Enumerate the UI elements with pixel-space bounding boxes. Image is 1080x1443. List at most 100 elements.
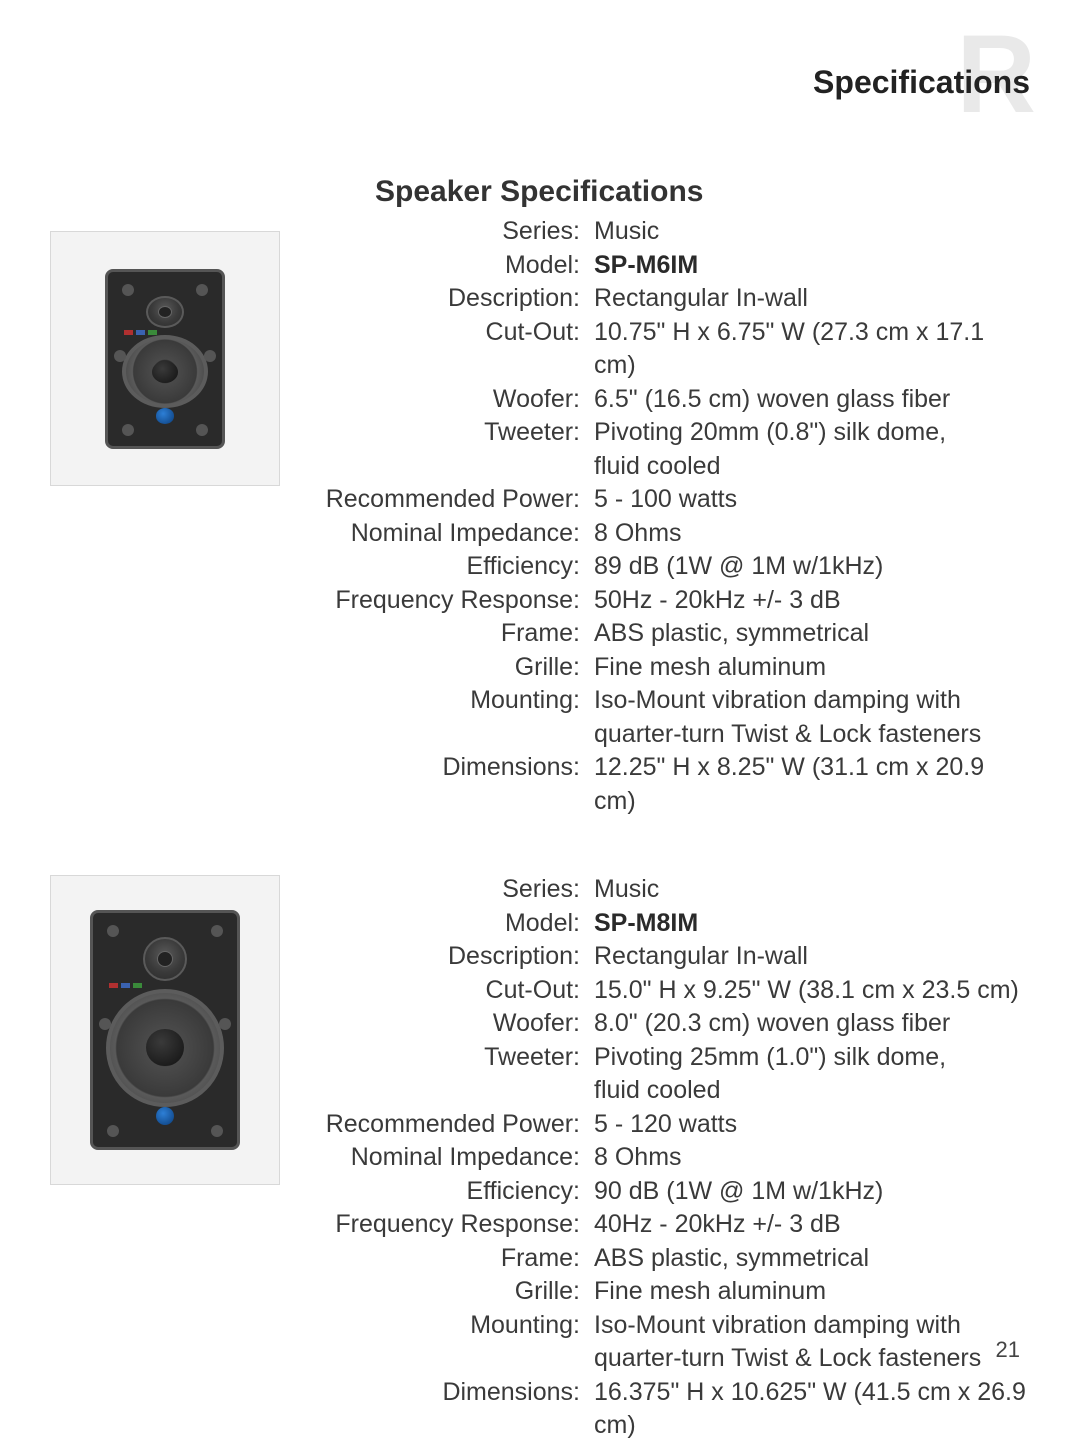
spec-row: Dimensions: 16.375" H x 10.625" W (41.5 … [314,1376,1030,1443]
spec-value: 8.0" (20.3 cm) woven glass fiber [594,1007,1030,1041]
port-icon [156,1107,174,1125]
spec-row: Series: Music [314,215,1030,249]
spec-value: ABS plastic, symmetrical [594,1242,1030,1276]
spec-value: Rectangular In-wall [594,282,1030,316]
spec-row: Efficiency: 89 dB (1W @ 1M w/1kHz) [314,550,1030,584]
spec-label: Cut-Out: [314,316,594,350]
spec-value: Fine mesh aluminum [594,1275,1030,1309]
spec-value: 90 dB (1W @ 1M w/1kHz) [594,1175,1030,1209]
spec-row: Efficiency: 90 dB (1W @ 1M w/1kHz) [314,1175,1030,1209]
spec-row: Recommended Power: 5 - 100 watts [314,483,1030,517]
spec-value: 6.5" (16.5 cm) woven glass fiber [594,383,1030,417]
spec-label: Description: [314,282,594,316]
spec-value: 40Hz - 20kHz +/- 3 dB [594,1208,1030,1242]
page-title: Specifications [50,40,1030,101]
speaker-face [105,269,225,449]
spec-label: Frame: [314,617,594,651]
spec-value: Rectangular In-wall [594,940,1030,974]
spec-value: quarter-turn Twist & Lock fasteners [594,1342,1030,1376]
product-block: Series: Music Model: SP-M8IM Description… [50,873,1030,1443]
spec-value: 89 dB (1W @ 1M w/1kHz) [594,550,1030,584]
speaker-image [50,231,280,486]
spec-label: Tweeter: [314,1041,594,1075]
spec-label: Woofer: [314,383,594,417]
spec-row: Grille: Fine mesh aluminum [314,1275,1030,1309]
spec-row: Frequency Response: 40Hz - 20kHz +/- 3 d… [314,1208,1030,1242]
woofer-icon [122,335,208,408]
spec-label: Recommended Power: [314,1108,594,1142]
spec-row: Tweeter: Pivoting 25mm (1.0") silk dome, [314,1041,1030,1075]
spec-row: Mounting: Iso-Mount vibration damping wi… [314,1309,1030,1343]
spec-row: quarter-turn Twist & Lock fasteners [314,718,1030,752]
tweeter-icon [146,296,184,329]
spec-label: Series: [314,873,594,907]
spec-label: Grille: [314,1275,594,1309]
spec-row: Nominal Impedance: 8 Ohms [314,1141,1030,1175]
page-header: R Specifications [50,40,1030,120]
spec-value: Music [594,873,1030,907]
spec-label: Woofer: [314,1007,594,1041]
spec-label: Dimensions: [314,751,594,785]
spec-row: Recommended Power: 5 - 120 watts [314,1108,1030,1142]
spec-row: Frame: ABS plastic, symmetrical [314,1242,1030,1276]
spec-table: Series: Music Model: SP-M6IM Description… [314,215,1030,818]
spec-label: Recommended Power: [314,483,594,517]
spec-label: Grille: [314,651,594,685]
spec-row: Model: SP-M8IM [314,907,1030,941]
spec-row: Grille: Fine mesh aluminum [314,651,1030,685]
spec-row: Dimensions: 12.25" H x 8.25" W (31.1 cm … [314,751,1030,818]
spec-label: Model: [314,249,594,283]
spec-value: Iso-Mount vibration damping with [594,684,1030,718]
spec-row: Model: SP-M6IM [314,249,1030,283]
spec-value: 10.75" H x 6.75" W (27.3 cm x 17.1 cm) [594,316,1030,383]
spec-table: Series: Music Model: SP-M8IM Description… [314,873,1030,1443]
spec-value: fluid cooled [594,1074,1030,1108]
spec-row: Description: Rectangular In-wall [314,282,1030,316]
spec-value: 12.25" H x 8.25" W (31.1 cm x 20.9 cm) [594,751,1030,818]
spec-row: Series: Music [314,873,1030,907]
spec-value: Fine mesh aluminum [594,651,1030,685]
spec-row: fluid cooled [314,450,1030,484]
spec-value: 8 Ohms [594,1141,1030,1175]
led-indicators [101,983,142,988]
spec-row: Description: Rectangular In-wall [314,940,1030,974]
spec-value: fluid cooled [594,450,1030,484]
led-indicators [116,330,157,335]
spec-value: Iso-Mount vibration damping with [594,1309,1030,1343]
spec-label: Description: [314,940,594,974]
spec-value: 16.375" H x 10.625" W (41.5 cm x 26.9 cm… [594,1376,1030,1443]
spec-label: Cut-Out: [314,974,594,1008]
product-block: Series: Music Model: SP-M6IM Description… [50,215,1030,818]
spec-label: Efficiency: [314,1175,594,1209]
spec-row: fluid cooled [314,1074,1030,1108]
spec-value: 15.0" H x 9.25" W (38.1 cm x 23.5 cm) [594,974,1030,1008]
spec-row: Cut-Out: 15.0" H x 9.25" W (38.1 cm x 23… [314,974,1030,1008]
spec-value: 5 - 120 watts [594,1108,1030,1142]
spec-label: Series: [314,215,594,249]
spec-value: ABS plastic, symmetrical [594,617,1030,651]
spec-label: Frequency Response: [314,1208,594,1242]
spec-value: SP-M8IM [594,907,1030,941]
spec-row: Woofer: 6.5" (16.5 cm) woven glass fiber [314,383,1030,417]
spec-row: Frame: ABS plastic, symmetrical [314,617,1030,651]
spec-label: Mounting: [314,684,594,718]
spec-value: quarter-turn Twist & Lock fasteners [594,718,1030,752]
spec-label: Nominal Impedance: [314,517,594,551]
spec-label: Frequency Response: [314,584,594,618]
spec-value: SP-M6IM [594,249,1030,283]
spec-row: quarter-turn Twist & Lock fasteners [314,1342,1030,1376]
woofer-icon [106,989,224,1107]
spec-row: Frequency Response: 50Hz - 20kHz +/- 3 d… [314,584,1030,618]
spec-label: Model: [314,907,594,941]
spec-row: Tweeter: Pivoting 20mm (0.8") silk dome, [314,416,1030,450]
spec-value: 50Hz - 20kHz +/- 3 dB [594,584,1030,618]
spec-label: Dimensions: [314,1376,594,1410]
spec-label: Frame: [314,1242,594,1276]
tweeter-icon [143,937,187,981]
spec-label: Efficiency: [314,550,594,584]
spec-row: Cut-Out: 10.75" H x 6.75" W (27.3 cm x 1… [314,316,1030,383]
speaker-face [90,910,240,1150]
spec-label: Tweeter: [314,416,594,450]
spec-row: Mounting: Iso-Mount vibration damping wi… [314,684,1030,718]
section-title: Speaker Specifications [375,175,1030,209]
